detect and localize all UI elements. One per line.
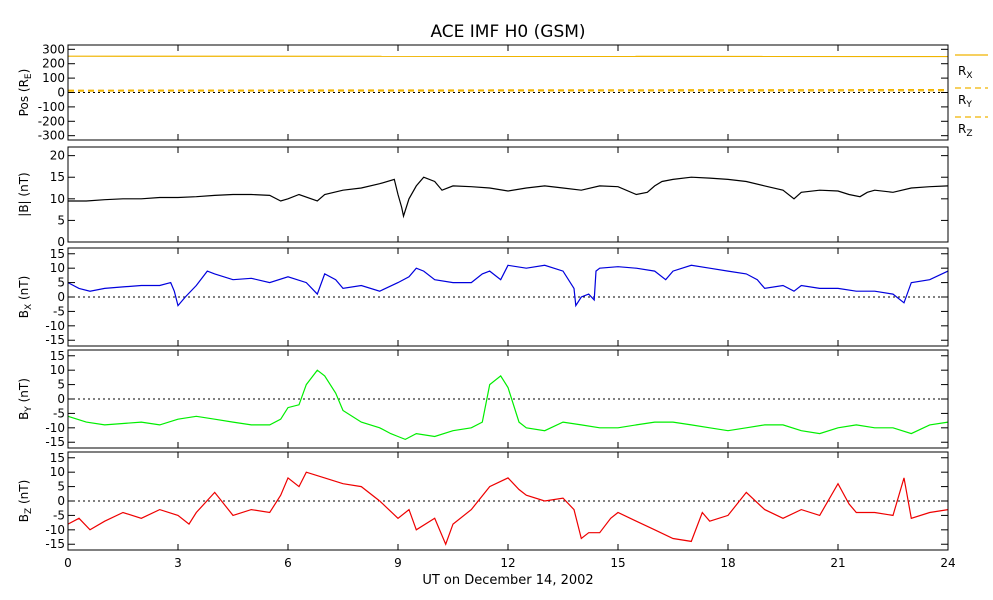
ytick-label-bx-3: 0 <box>57 290 65 304</box>
ylabel-sub-bx: X <box>24 304 34 310</box>
ylabel-pos: Pos (RE) <box>17 69 34 117</box>
ytick-label-by-2: 5 <box>57 378 65 392</box>
legend-sub-0: X <box>966 71 972 81</box>
ytick-label-bmag-3: 5 <box>57 213 65 227</box>
ytick-label-bmag-1: 15 <box>50 170 65 184</box>
legend-main-1: R <box>958 93 966 107</box>
legend-sub-2: Z <box>966 129 972 139</box>
xtick-label-1: 3 <box>174 556 182 570</box>
ytick-label-pos-6: -300 <box>38 129 65 143</box>
ytick-label-by-0: 15 <box>50 349 65 363</box>
ytick-label-bz-4: -5 <box>53 508 65 522</box>
ytick-label-by-5: -10 <box>45 421 65 435</box>
legend-main-2: R <box>958 122 966 136</box>
ylabel-end-bx: (nT) <box>17 276 31 304</box>
ylabel-by: BY (nT) <box>17 378 34 420</box>
xtick-label-8: 24 <box>940 556 955 570</box>
ylabel-main-bz: B <box>17 514 31 522</box>
xtick-label-2: 6 <box>284 556 292 570</box>
ytick-label-bx-6: -15 <box>45 333 65 347</box>
ytick-label-pos-1: 200 <box>42 57 65 71</box>
xtick-label-5: 15 <box>610 556 625 570</box>
xtick-label-3: 9 <box>394 556 402 570</box>
ytick-label-by-4: -5 <box>53 406 65 420</box>
x-axis-label: UT on December 14, 2002 <box>422 573 593 588</box>
ytick-label-bx-0: 15 <box>50 247 65 261</box>
ylabel-sub-pos: E <box>24 73 34 79</box>
ytick-label-bx-4: -5 <box>53 304 65 318</box>
ylabel-sub-bz: Z <box>24 508 34 514</box>
legend-label-2: RZ <box>958 122 973 139</box>
ytick-label-pos-0: 300 <box>42 42 65 56</box>
ytick-label-bz-6: -15 <box>45 537 65 551</box>
ytick-label-bx-1: 10 <box>50 261 65 275</box>
ylabel-main-bmag: |B| (nT) <box>17 172 31 216</box>
ytick-label-bz-5: -10 <box>45 523 65 537</box>
ytick-label-bmag-0: 20 <box>50 149 65 163</box>
ytick-label-bz-0: 15 <box>50 451 65 465</box>
series-by-0 <box>67 369 949 441</box>
ylabel-main-by: B <box>17 412 31 420</box>
legend-main-0: R <box>958 64 966 78</box>
xtick-label-6: 18 <box>720 556 735 570</box>
ylabel-end-pos: ) <box>17 69 31 74</box>
ylabel-end-bz: (nT) <box>17 480 31 508</box>
xtick-label-7: 21 <box>830 556 845 570</box>
ylabel-sub-by: Y <box>24 406 34 413</box>
ytick-label-pos-2: 100 <box>42 71 65 85</box>
xtick-label-0: 0 <box>64 556 72 570</box>
series-bmag-0 <box>68 176 949 219</box>
ylabel-main-pos: Pos (R <box>17 79 31 116</box>
ylabel-bz: BZ (nT) <box>17 480 34 523</box>
ytick-label-bz-3: 0 <box>57 494 65 508</box>
ytick-label-by-3: 0 <box>57 392 65 406</box>
ylabel-bx: BX (nT) <box>17 276 34 319</box>
series-bz-0 <box>67 471 949 546</box>
ytick-label-pos-4: -100 <box>38 100 65 114</box>
ylabel-main-bx: B <box>17 310 31 318</box>
ytick-label-bx-5: -10 <box>45 319 65 333</box>
chart-title: ACE IMF H0 (GSM) <box>430 22 585 42</box>
legend-sub-1: Y <box>965 100 972 110</box>
frame-bmag <box>67 146 949 243</box>
xtick-label-4: 12 <box>500 556 515 570</box>
ytick-label-bz-2: 5 <box>57 480 65 494</box>
ytick-label-bmag-4: 0 <box>57 235 65 249</box>
ylabel-end-by: (nT) <box>17 378 31 406</box>
series-bx-0 <box>67 264 949 308</box>
legend-label-0: RX <box>958 64 973 81</box>
series-pos-1 <box>67 88 949 91</box>
ytick-label-by-6: -15 <box>45 435 65 449</box>
ytick-label-bmag-2: 10 <box>50 192 65 206</box>
ytick-label-pos-5: -200 <box>38 114 65 128</box>
ytick-label-pos-3: 0 <box>57 86 65 100</box>
ytick-label-by-1: 10 <box>50 363 65 377</box>
ytick-label-bx-2: 5 <box>57 276 65 290</box>
ytick-label-bz-1: 10 <box>50 465 65 479</box>
legend-label-1: RY <box>958 93 972 110</box>
panel-bmag: 20 15 10 5 0 |B| (nT) <box>17 146 949 249</box>
ylabel-bmag: |B| (nT) <box>17 172 31 216</box>
